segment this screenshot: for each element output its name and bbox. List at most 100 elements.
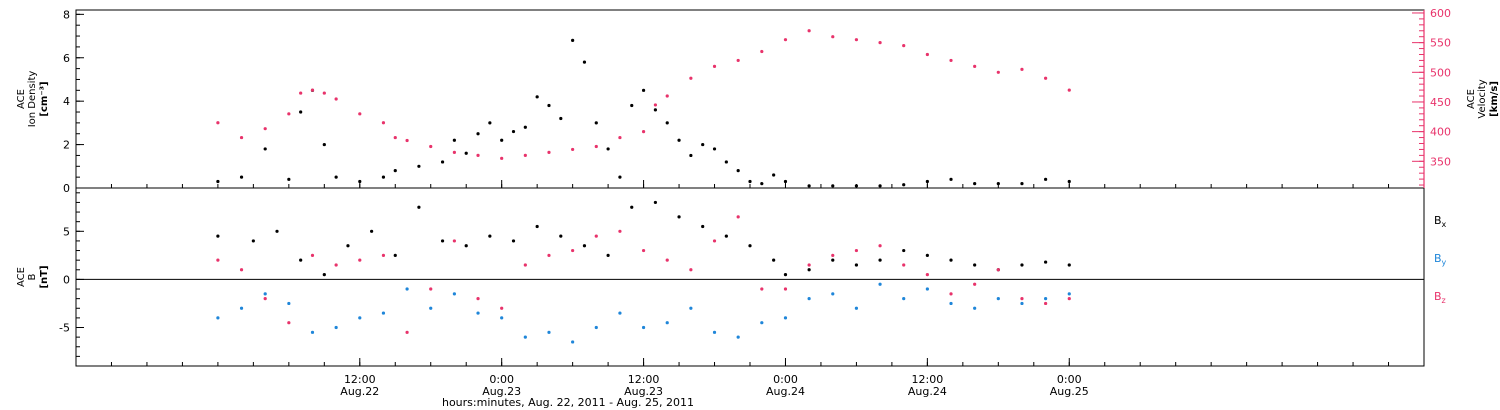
field-point — [358, 258, 362, 262]
plasma-point — [547, 103, 551, 108]
x-tick-time: 0:00 — [1057, 373, 1082, 386]
field-point — [511, 239, 516, 243]
plasma-point — [996, 70, 1000, 74]
plasma-point — [476, 132, 480, 136]
velocity-axis-label-line-1: ACE — [1466, 89, 1477, 109]
plasma-point — [701, 142, 705, 147]
legend-bx: Bx — [1434, 214, 1447, 229]
field-point — [831, 258, 835, 262]
plasma-point — [748, 179, 752, 184]
plasma-point — [523, 125, 527, 129]
field-point — [641, 248, 646, 253]
density-axis-ticks: 0 2 4 6 8 — [63, 8, 84, 195]
field-point — [1067, 292, 1071, 296]
field-point — [405, 330, 409, 334]
plasma-point — [712, 147, 717, 151]
field-axis-ticks: -5 0 5 — [59, 192, 84, 357]
field-point — [831, 292, 835, 296]
plasma-point — [381, 121, 386, 125]
density-tick-label: 6 — [63, 52, 70, 65]
plasma-point — [393, 135, 397, 140]
plasma-point — [476, 153, 480, 157]
velocity-tick-label: 350 — [1430, 155, 1451, 168]
field-point — [665, 258, 669, 262]
velocity-axis-label-line-3: [km/s] — [1489, 81, 1500, 117]
plasma-point — [287, 177, 291, 181]
x-tick-date: Aug.25 — [1050, 385, 1089, 398]
plasma-point — [653, 103, 658, 107]
density-tick-label: 0 — [63, 182, 70, 195]
plasma-point — [440, 160, 445, 164]
velocity-tick-label: 600 — [1430, 7, 1451, 20]
field-point — [807, 297, 811, 301]
field-point — [429, 306, 433, 310]
field-point — [949, 292, 953, 296]
velocity-tick-label: 500 — [1430, 66, 1451, 79]
density-axis-label-line-1: ACE — [16, 89, 27, 109]
field-point — [287, 301, 291, 306]
plasma-point — [322, 142, 326, 147]
field-point — [263, 297, 267, 301]
field-point — [878, 258, 882, 262]
field-point — [523, 335, 527, 339]
field-point — [878, 244, 882, 248]
field-point — [310, 253, 315, 257]
plasma-point — [1020, 182, 1024, 186]
plasma-point — [854, 184, 859, 188]
field-point — [606, 253, 610, 257]
x-tick-time: 12:00 — [628, 373, 660, 386]
x-tick-time: 12:00 — [912, 373, 944, 386]
field-point — [1044, 297, 1048, 301]
velocity-tick-label: 400 — [1430, 126, 1451, 139]
plasma-point — [783, 179, 788, 184]
field-point — [358, 316, 362, 320]
legend-bz-sub: z — [1442, 296, 1446, 305]
field-point — [949, 258, 953, 262]
plasma-point — [606, 147, 610, 151]
field-point — [701, 224, 705, 229]
plasma-point — [1067, 88, 1071, 92]
plasma-point — [854, 38, 859, 42]
plasma-point — [1044, 76, 1048, 80]
plasma-point — [665, 121, 669, 125]
field-point — [393, 253, 397, 257]
field-point — [783, 287, 788, 291]
time-axis-title: hours:minutes, Aug. 22, 2011 - Aug. 25, … — [442, 396, 694, 409]
field-axis-label-line-3: [nT] — [39, 265, 50, 288]
field-point — [689, 268, 693, 272]
field-point — [476, 311, 480, 315]
field-point — [854, 248, 859, 253]
plasma-point — [902, 44, 906, 48]
field-point — [760, 287, 764, 291]
plasma-point — [559, 116, 563, 121]
plasma-point — [500, 138, 504, 142]
field-point — [925, 272, 929, 277]
plasma-point — [724, 160, 728, 164]
field-point — [949, 301, 953, 306]
field-point — [902, 263, 906, 267]
plasma-point — [523, 153, 527, 157]
field-point — [346, 244, 350, 248]
field-point — [452, 239, 456, 243]
field-point — [641, 325, 646, 330]
field-point — [239, 306, 244, 310]
plasma-point — [216, 121, 220, 125]
field-point — [559, 234, 563, 238]
plasma-point — [641, 88, 646, 92]
field-point — [1044, 260, 1048, 264]
plasma-point — [618, 175, 622, 179]
field-point — [429, 287, 433, 291]
legend-by-sub: y — [1442, 258, 1447, 267]
plasma-point — [334, 175, 338, 179]
plasma-point — [630, 103, 634, 108]
plasma-point — [949, 58, 953, 63]
field-point — [807, 263, 811, 267]
plasma-point — [973, 182, 977, 186]
field-point — [440, 239, 445, 243]
plasma-point — [299, 110, 303, 114]
x-tick-date: Aug.24 — [766, 385, 805, 398]
field-point — [772, 258, 776, 262]
plasma-point — [831, 35, 835, 39]
x-tick-time: 0:00 — [489, 373, 514, 386]
